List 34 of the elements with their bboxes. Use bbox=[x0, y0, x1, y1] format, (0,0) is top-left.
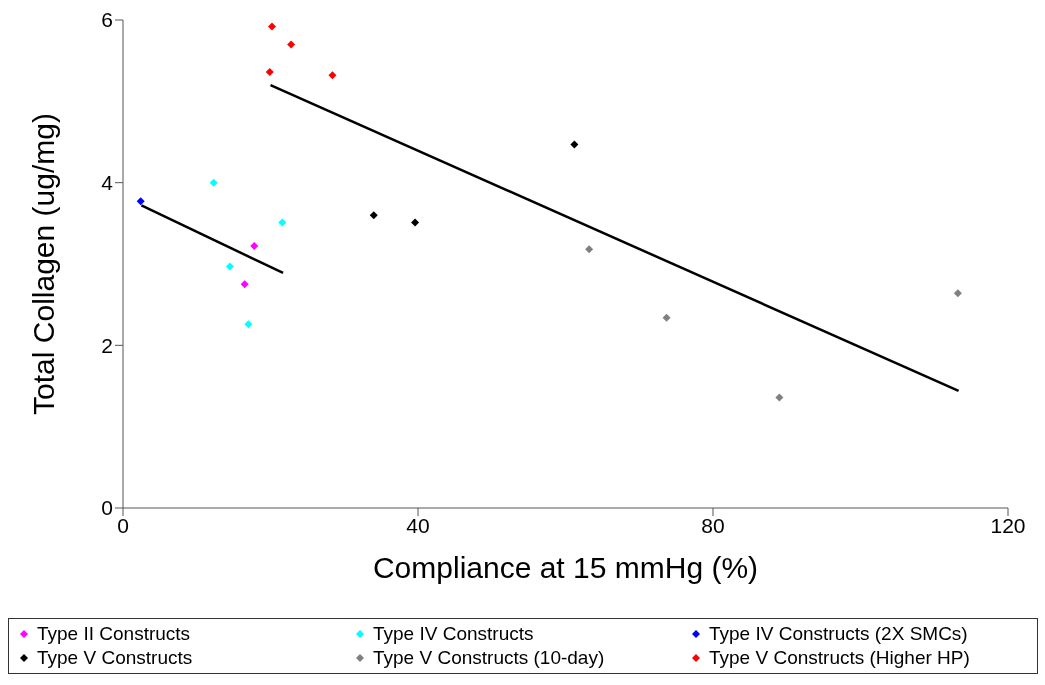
y-axis-title: Total Collagen (ug/mg) bbox=[26, 113, 60, 415]
x-axis-title: Compliance at 15 mmHg (%) bbox=[372, 551, 759, 584]
legend-label: Type IV Constructs bbox=[373, 623, 534, 645]
point bbox=[662, 313, 671, 322]
point bbox=[570, 140, 579, 149]
point bbox=[136, 197, 145, 206]
point bbox=[225, 262, 234, 271]
x-tick-label: 120 bbox=[990, 513, 1026, 537]
legend-label: Type II Constructs bbox=[37, 623, 191, 645]
point bbox=[267, 22, 276, 31]
y-tick-label: 0 bbox=[101, 496, 113, 520]
legend-label: Type V Constructs bbox=[37, 647, 193, 669]
point bbox=[244, 320, 253, 329]
point bbox=[369, 211, 378, 220]
point bbox=[250, 242, 259, 251]
point bbox=[209, 178, 218, 187]
point bbox=[775, 393, 784, 402]
y-tick-label: 2 bbox=[101, 333, 113, 357]
point bbox=[585, 245, 594, 254]
legend-label: Type IV Constructs (2X SMCs) bbox=[709, 623, 968, 645]
y-tick-label: 4 bbox=[101, 171, 114, 195]
x-tick-label: 40 bbox=[406, 513, 430, 537]
x-tick-label: 0 bbox=[117, 513, 129, 537]
point bbox=[265, 68, 274, 77]
point bbox=[328, 71, 337, 80]
legend-label: Type V Constructs (Higher HP) bbox=[709, 647, 970, 669]
point bbox=[240, 280, 249, 289]
point bbox=[287, 40, 296, 49]
legend-label: Type V Constructs (10-day) bbox=[373, 647, 605, 669]
point bbox=[411, 218, 420, 227]
y-tick-label: 6 bbox=[101, 8, 113, 32]
point bbox=[278, 218, 287, 227]
point bbox=[953, 289, 962, 298]
x-tick-label: 80 bbox=[701, 513, 725, 537]
